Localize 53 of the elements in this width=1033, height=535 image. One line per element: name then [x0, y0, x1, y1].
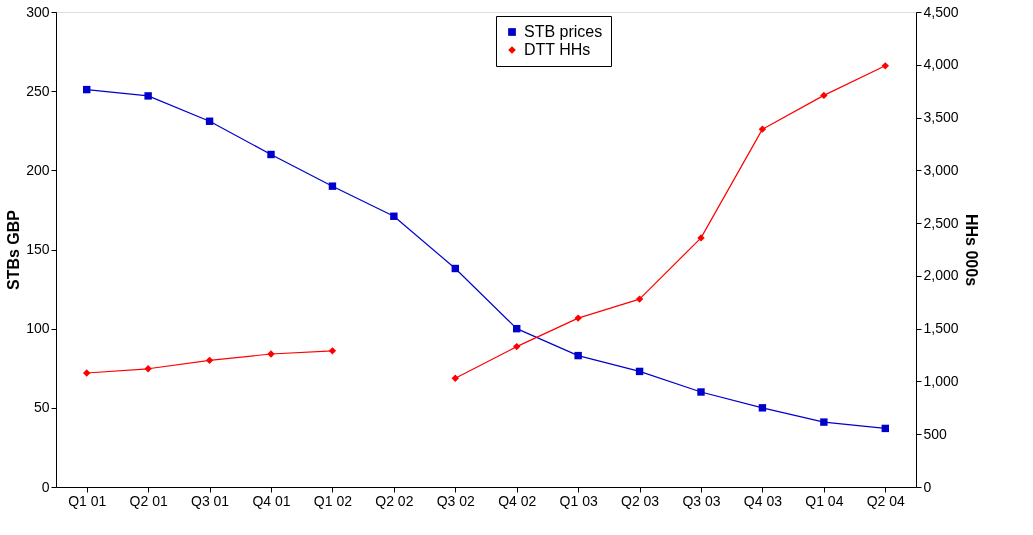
point: [820, 91, 828, 100]
point: [328, 182, 337, 190]
legend-label: DTT HHs: [524, 41, 591, 58]
y2-tick-label: 4,000: [923, 56, 959, 73]
point: [513, 342, 521, 351]
point: [758, 125, 767, 133]
x-tick-label: Q2 01: [129, 492, 168, 509]
x-tick-label: Q3 01: [191, 492, 230, 509]
point: [820, 418, 828, 426]
y-tick-label: 150: [26, 241, 50, 257]
y2-tick-label: 3,500: [923, 109, 959, 126]
y-tick-label: 200: [26, 161, 50, 178]
y2-tick-label: 1,500: [923, 320, 959, 337]
point: [144, 365, 152, 373]
y-tick-label: 0: [41, 478, 50, 495]
y-axis-title: STBs GBP: [5, 209, 23, 291]
y2-tick-label: 2,500: [923, 214, 959, 231]
y-tick-label: 100: [26, 320, 50, 337]
point: [205, 356, 214, 365]
x-tick-label: Q3 03: [682, 492, 721, 509]
y-tick-label: 50: [33, 399, 50, 416]
x-tick-label: Q4 02: [498, 492, 537, 509]
point: [451, 374, 459, 382]
point: [881, 62, 889, 70]
point: [328, 347, 337, 355]
x-tick-label: Q1 02: [313, 492, 353, 509]
x-tick-label: Q2 03: [621, 492, 660, 509]
x-tick-label: Q1 03: [559, 492, 598, 509]
y2-tick-label: 1,000: [923, 372, 959, 389]
x-tick-label: Q2 02: [375, 492, 414, 509]
x-tick-label: Q2 04: [866, 492, 906, 509]
y2-tick-label: 0: [923, 478, 932, 495]
point: [635, 295, 644, 303]
x-tick-label: Q4 01: [252, 492, 291, 509]
point: [758, 404, 767, 412]
x-tick-label: Q1 04: [805, 492, 844, 509]
y2-tick-label: 500: [923, 425, 948, 442]
point: [574, 351, 582, 360]
legend-label: STB prices: [524, 23, 603, 40]
point: [144, 92, 152, 100]
x-tick-label: Q3 02: [436, 492, 476, 509]
point: [83, 369, 91, 377]
y2-tick-label: 3,000: [923, 161, 959, 178]
x-tick-label: Q4 03: [743, 492, 783, 509]
point: [267, 150, 275, 159]
y2-axis-title: HHs 000s: [962, 213, 980, 287]
point: [697, 388, 705, 396]
y2-tick-label: 2,000: [923, 267, 959, 284]
point: [390, 212, 398, 220]
y-tick-label: 250: [26, 82, 50, 99]
y2-tick-label: 4,500: [923, 3, 959, 20]
x-tick-label: Q1 01: [68, 492, 107, 509]
y-tick-label: 300: [26, 3, 50, 20]
